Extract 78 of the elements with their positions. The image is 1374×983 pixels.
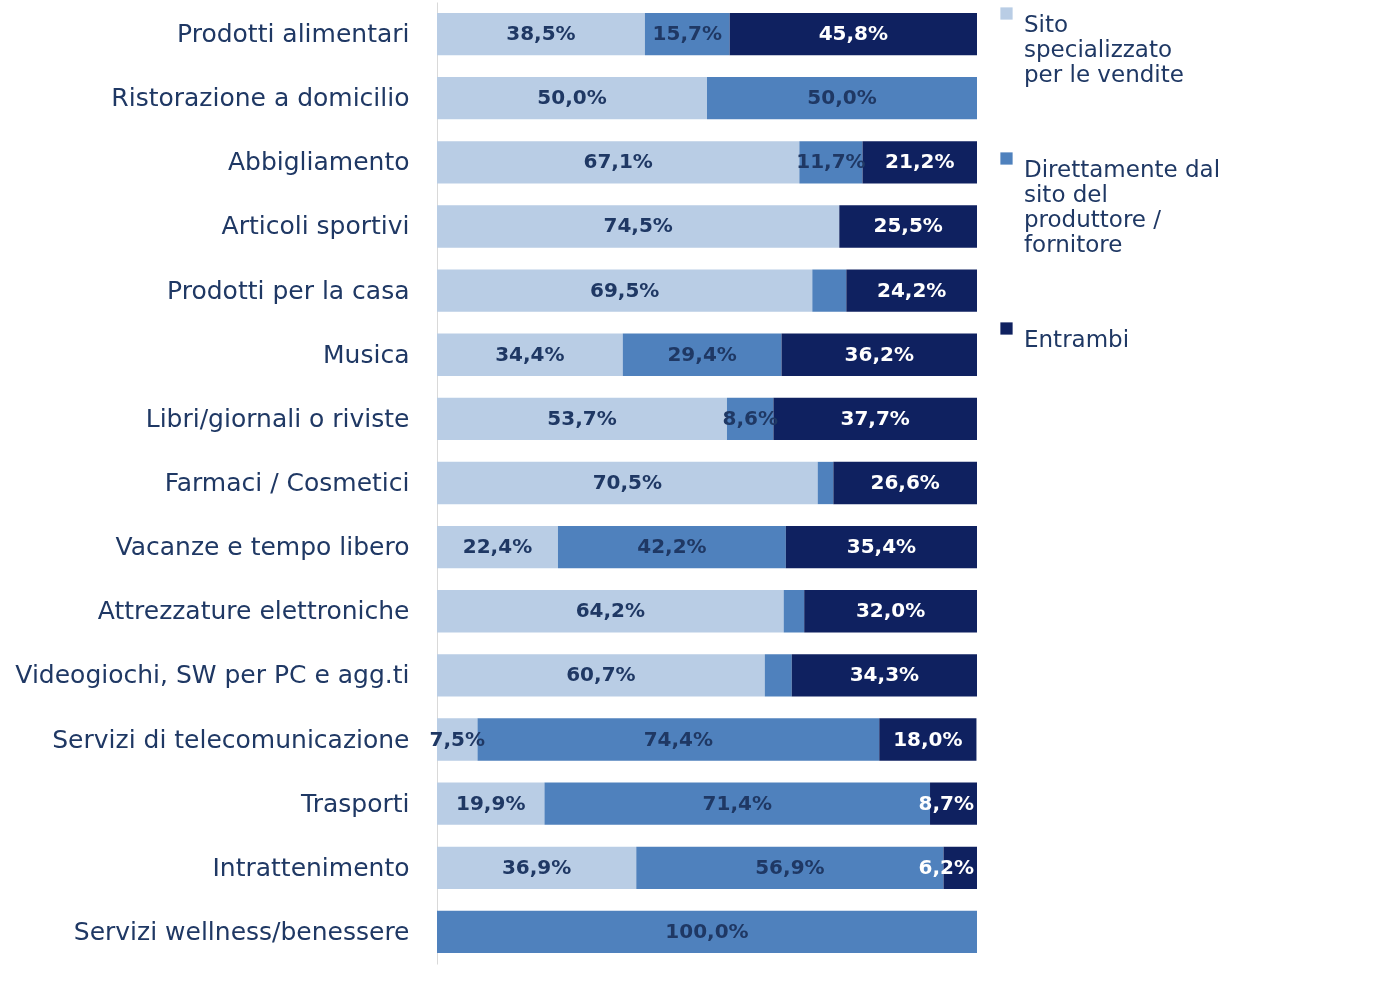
data-label: 70,5% xyxy=(592,470,663,494)
bar xyxy=(437,141,800,184)
data-label: 42,2% xyxy=(637,534,707,559)
y-tick-label: Libri/giornali o riviste xyxy=(145,403,410,433)
bar xyxy=(437,269,813,312)
data-label: 34,4% xyxy=(495,341,565,366)
data-label: 36,9% xyxy=(501,854,572,879)
bar xyxy=(785,525,977,569)
data-label: 53,7% xyxy=(547,405,617,430)
data-label: 21,2% xyxy=(885,149,955,174)
data-label: 6,2% xyxy=(918,854,974,879)
data-label: 26,6% xyxy=(870,470,940,494)
y-tick-label: Abbigliamento xyxy=(227,147,410,177)
y-tick-label: Ristorazione a domicilio xyxy=(111,83,410,113)
data-label: 71,4% xyxy=(702,790,772,815)
data-label: 34,3% xyxy=(849,662,920,687)
y-tick-label: Attrezzature elettroniche xyxy=(97,596,410,626)
y-tick-label: Videogiochi, SW per PC e agg.ti xyxy=(15,660,410,690)
data-label: 25,5% xyxy=(873,213,943,238)
bar xyxy=(437,910,977,954)
y-tick-label: Prodotti per la casa xyxy=(167,275,410,305)
data-label: 36,2% xyxy=(844,341,914,366)
y-tick-label: Intrattenimento xyxy=(212,852,410,882)
data-label: 8,7% xyxy=(918,790,974,815)
data-label: 60,7% xyxy=(566,662,636,687)
bar xyxy=(437,333,623,376)
bar xyxy=(729,12,977,56)
bar xyxy=(804,590,977,633)
bar xyxy=(437,846,637,889)
data-label: 22,4% xyxy=(462,534,533,559)
bar xyxy=(437,590,784,633)
bar xyxy=(707,77,977,120)
data-label: 29,4% xyxy=(667,341,737,366)
data-label: 69,5% xyxy=(589,277,660,302)
bar xyxy=(437,77,707,120)
y-tick-label: Vacanze e tempo libero xyxy=(115,532,410,562)
bar xyxy=(783,590,805,633)
data-label: 64,2% xyxy=(575,598,646,623)
legend-label: Sito specializzato per le vendite xyxy=(1024,10,1184,87)
bar xyxy=(437,205,840,248)
bar xyxy=(437,461,818,505)
data-label: 74,5% xyxy=(603,213,673,238)
data-label: 15,7% xyxy=(652,21,722,46)
bar xyxy=(833,461,977,505)
bar xyxy=(846,269,977,312)
data-label: 56,9% xyxy=(755,854,825,879)
data-label: 32,0% xyxy=(855,598,926,623)
bar xyxy=(839,205,977,248)
bar xyxy=(437,654,765,697)
data-label: 74,4% xyxy=(643,726,714,751)
data-label: 18,0% xyxy=(893,726,963,751)
data-label: 50,0% xyxy=(537,85,607,110)
data-label: 38,5% xyxy=(506,21,576,46)
bar xyxy=(764,654,792,697)
data-label: 35,4% xyxy=(846,534,917,559)
bar xyxy=(781,333,977,376)
y-tick-label: Musica xyxy=(323,339,410,369)
y-tick-label: Servizi wellness/benessere xyxy=(73,916,410,946)
bar xyxy=(557,525,786,569)
data-label: 45,8% xyxy=(818,21,889,46)
legend-label: Entrambi xyxy=(1024,325,1130,352)
y-tick-label: Servizi di telecomunicazione xyxy=(52,724,410,754)
y-tick-label: Trasporti xyxy=(300,788,410,818)
data-label: 67,1% xyxy=(583,149,653,174)
data-label: 50,0% xyxy=(807,85,877,110)
legend-label: Direttamente dal sito del produttore / fornitore xyxy=(1024,155,1221,257)
data-label: 19,9% xyxy=(456,790,526,815)
bar xyxy=(812,269,847,312)
y-tick-label: Prodotti alimentari xyxy=(177,19,410,49)
bar xyxy=(791,654,977,697)
data-label: 24,2% xyxy=(876,277,947,302)
bar xyxy=(437,12,645,56)
bar xyxy=(622,333,782,376)
y-tick-label: Articoli sportivi xyxy=(221,211,410,241)
data-label: 37,7% xyxy=(840,405,910,430)
bar xyxy=(817,461,834,505)
y-tick-label: Farmaci / Cosmetici xyxy=(164,468,410,497)
data-label: 100,0% xyxy=(665,918,749,943)
